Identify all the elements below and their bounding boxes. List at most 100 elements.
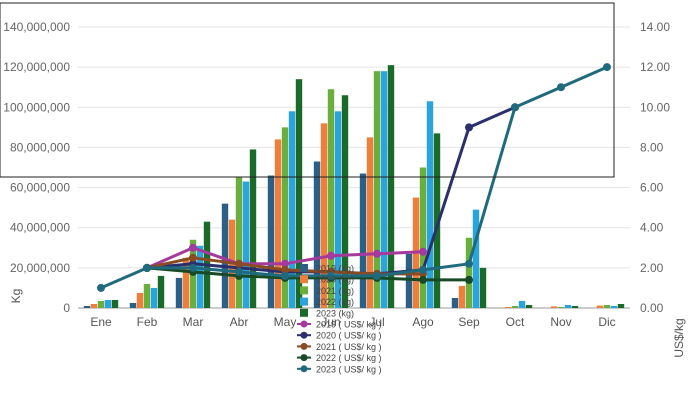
bar (242, 181, 250, 308)
legend-label: 2022 ( US$/ kg ) (316, 353, 382, 363)
overlay-frame (0, 2, 615, 178)
line-point (465, 275, 473, 284)
x-tick-label: Ene (90, 315, 112, 329)
legend-label: 2020 ( US$/ kg ) (316, 331, 382, 341)
x-tick-label: Dic (598, 315, 615, 329)
bar (334, 111, 342, 308)
legend-label: 2023 ( US$/ kg ) (316, 364, 382, 374)
bar (596, 305, 604, 308)
legend-label: 2022 (kg) (316, 297, 354, 307)
x-tick-label: Sep (458, 315, 480, 329)
bar (405, 253, 413, 308)
bar (419, 167, 427, 308)
bar (281, 127, 289, 308)
line-point (373, 271, 381, 280)
line-point (419, 275, 427, 284)
line-point (465, 123, 473, 132)
legend-item: 2021 ( US$/ kg ) (297, 342, 382, 352)
y2-axis-title: US$/kg (672, 318, 686, 357)
y2-tick-label: 4.00 (640, 221, 664, 235)
y2-tick-label: 2.00 (640, 261, 664, 275)
y2-tick-label: 6.00 (640, 181, 664, 195)
x-tick-label: Oct (506, 315, 525, 329)
legend-marker (300, 320, 308, 328)
bar (366, 137, 374, 308)
bar (504, 307, 512, 308)
line-point (235, 259, 243, 268)
y-tick-label: 120,000,000 (3, 60, 70, 74)
y-tick-label: 80,000,000 (10, 140, 70, 154)
y-tick-label: 40,000,000 (10, 221, 70, 235)
axis-layer: 0 20,000,000 40,000,000 60,000,000 80,000,00… (3, 20, 686, 358)
bar (83, 305, 91, 308)
bar (136, 292, 144, 308)
bar (571, 305, 579, 308)
line-point (235, 267, 243, 276)
y2-tick-label: 8.00 (640, 140, 664, 154)
line-point (511, 103, 519, 112)
y-axis-title: Kg (9, 289, 23, 304)
y2-tick-label: 0.00 (640, 301, 664, 315)
line-point (327, 251, 335, 260)
x-tick-label: Mar (183, 315, 204, 329)
bar (182, 257, 190, 308)
line-point (189, 243, 197, 252)
bar (341, 95, 349, 309)
line-point (373, 249, 381, 258)
bar (196, 245, 204, 308)
series-line (100, 65, 608, 290)
y-tick-label: 60,000,000 (10, 181, 70, 195)
bar (472, 209, 480, 308)
bar (143, 283, 151, 308)
line-point (603, 63, 611, 72)
legend-swatch (300, 308, 308, 317)
line-point (189, 263, 197, 272)
line-point (419, 265, 427, 274)
bar (451, 297, 459, 308)
legend-item: 2022 ( US$/ kg ) (297, 353, 382, 363)
bar (249, 149, 257, 308)
bar (359, 173, 367, 308)
legend-item: 2020 ( US$/ kg ) (297, 331, 382, 341)
line-point (465, 259, 473, 268)
legend-label: 2021 ( US$/ kg ) (316, 342, 382, 352)
bar (465, 237, 473, 308)
bar (433, 133, 441, 308)
y2-tick-label: 14.00 (640, 20, 670, 34)
bar (274, 139, 282, 308)
bar (373, 71, 381, 308)
line-point (557, 83, 565, 92)
bar (221, 203, 229, 308)
legend-item: 2020 (kg) (300, 275, 354, 285)
legend-label: 2020 (kg) (316, 275, 354, 285)
bar (150, 287, 158, 308)
bar (111, 299, 119, 308)
legend-swatch (300, 297, 308, 306)
bar (564, 304, 572, 308)
legend-label: 2021 (kg) (316, 286, 354, 296)
y-tick-label: 20,000,000 (10, 261, 70, 275)
y2-tick-label: 10.00 (640, 100, 670, 114)
bar (511, 305, 519, 308)
line-layer (97, 63, 611, 292)
legend-item: 2022 (kg) (300, 297, 354, 307)
legend-item: 2023 ( US$/ kg ) (297, 364, 382, 374)
legend-marker (300, 354, 308, 362)
y-tick-label: 0 (63, 301, 70, 315)
bar (603, 304, 611, 308)
bar (479, 267, 487, 308)
line-point (281, 259, 289, 268)
bar (327, 89, 335, 308)
bar (129, 302, 137, 308)
bar (557, 307, 565, 308)
bar (387, 65, 395, 308)
x-tick-label: Jul (369, 315, 384, 329)
x-tick-label: Ago (412, 315, 434, 329)
bar (617, 303, 625, 308)
y2-tick-label: 12.00 (640, 60, 670, 74)
legend-swatch (300, 264, 308, 272)
bar (235, 177, 243, 308)
legend-item: 2021 (kg) (300, 286, 354, 296)
